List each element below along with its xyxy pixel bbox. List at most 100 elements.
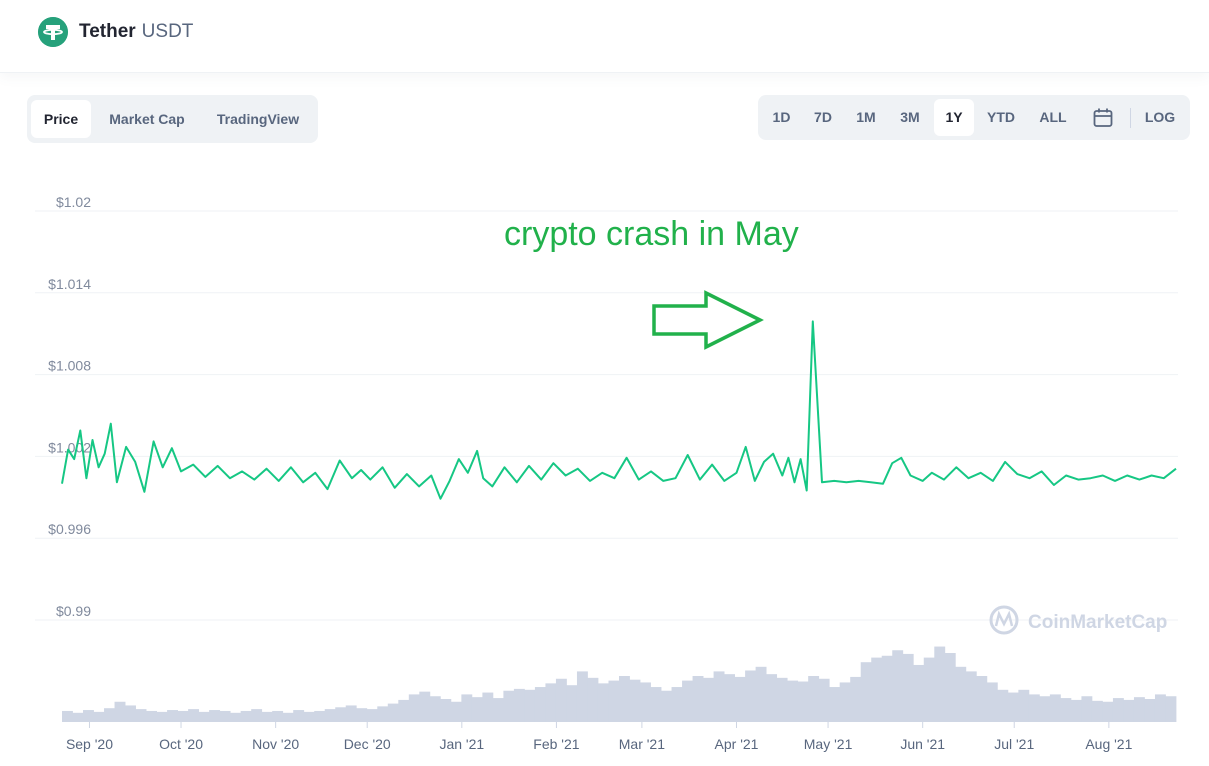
range-7d[interactable]: 7D [814, 109, 832, 125]
volume-bar [650, 687, 662, 722]
volume-bar [566, 685, 578, 722]
volume-bar [818, 678, 830, 722]
volume-bar [177, 710, 189, 722]
volume-bar [492, 698, 504, 722]
volume-bar [745, 670, 757, 722]
volume-bar [955, 666, 967, 722]
volume-bar [1081, 696, 1093, 722]
y-axis-labels: $1.02 $1.014 $1.008 $1.002 $0.996 $0.99 [48, 194, 91, 619]
volume-bar [335, 707, 347, 722]
volume-bar [524, 689, 536, 722]
price-chart: $1.02 $1.014 $1.008 $1.002 $0.996 $0.99 CoinM… [35, 194, 1178, 752]
volume-bar [104, 708, 115, 722]
volume-bar [965, 671, 977, 722]
y-tick-label: $1.002 [48, 439, 91, 455]
volume-bar [787, 680, 799, 722]
volume-bar [534, 687, 546, 722]
volume-bar [146, 710, 157, 722]
volume-bar [923, 657, 935, 722]
volume-bar [629, 679, 641, 722]
volume-bar [640, 682, 651, 722]
volume-bar [387, 703, 399, 722]
volume-bar [755, 666, 767, 722]
x-tick-label: Nov '20 [252, 736, 299, 752]
volume-bar [997, 689, 1009, 722]
volume-bar [314, 710, 326, 722]
volume-bar [471, 697, 483, 722]
x-tick-label: Jun '21 [900, 736, 945, 752]
volume-bar [1112, 698, 1124, 722]
tab-tradingview[interactable]: TradingView [216, 111, 300, 127]
log-scale-toggle[interactable]: LOG [1144, 109, 1176, 125]
coinmarketcap-logo-icon [994, 610, 1014, 627]
volume-bar [608, 680, 620, 722]
volume-bar [408, 694, 420, 722]
volume-bar [72, 712, 84, 722]
volume-bar [209, 710, 221, 722]
volume-bar [1154, 694, 1166, 722]
volume-bar [62, 710, 73, 722]
volume-bar [1123, 699, 1135, 722]
volume-bar [671, 687, 683, 722]
coin-name: Tether [79, 21, 136, 42]
volume-bar [450, 701, 462, 722]
volume-bar [503, 690, 515, 722]
volume-bar [482, 692, 494, 722]
calendar-icon[interactable] [1092, 107, 1114, 129]
volume-bar [860, 662, 872, 722]
tether-logo-icon [38, 17, 68, 47]
time-range-selector: 1D 7D 1M 3M 1Y YTD ALL LOG [758, 95, 1190, 140]
volume-bar [934, 646, 946, 722]
x-axis-labels: Sep '20 Oct '20 Nov '20 Dec '20 Jan '21 Feb '… [66, 722, 1133, 752]
volume-bar [1049, 694, 1061, 722]
x-tick-label: Oct '20 [159, 736, 203, 752]
volume-bar [167, 710, 178, 722]
volume-bar [734, 676, 746, 722]
volume-bar [944, 653, 956, 722]
volume-bar [324, 709, 336, 722]
volume-bar [871, 657, 883, 722]
volume-bar [429, 696, 441, 722]
range-ytd[interactable]: YTD [987, 109, 1015, 125]
range-1y[interactable]: 1Y [934, 99, 974, 136]
range-1m[interactable]: 1M [856, 109, 876, 125]
coin-header: Tether USDT [0, 0, 1209, 73]
volume-bar [219, 710, 231, 722]
volume-bar [724, 674, 735, 722]
tab-price[interactable]: Price [31, 100, 91, 138]
x-tick-label: Jan '21 [439, 736, 484, 752]
x-tick-label: Mar '21 [619, 736, 665, 752]
volume-bar [797, 681, 809, 722]
y-tick-label: $1.02 [56, 194, 91, 210]
volume-bar [661, 690, 672, 722]
range-3m[interactable]: 3M [900, 109, 920, 125]
chart-grid [35, 210, 1178, 621]
volume-bar [1060, 698, 1072, 722]
range-all[interactable]: ALL [1039, 109, 1067, 125]
volume-bar [198, 711, 210, 722]
volume-bar [1133, 697, 1145, 722]
range-1d[interactable]: 1D [772, 109, 791, 125]
x-tick-label: Sep '20 [66, 736, 113, 752]
volume-bar [829, 687, 841, 722]
volume-bar [345, 705, 357, 722]
volume-bar [597, 683, 609, 722]
volume-bar [377, 706, 389, 722]
volume-bar [366, 709, 378, 722]
volume-bar [682, 680, 693, 722]
volume-bar [513, 688, 525, 722]
chart-type-tabs: Price Market Cap TradingView [27, 95, 318, 143]
volume-bar [1018, 689, 1030, 722]
volume-bar [839, 682, 851, 722]
volume-bar [902, 653, 914, 722]
volume-bar [713, 671, 725, 722]
x-tick-label: Feb '21 [533, 736, 579, 752]
volume-bar [156, 711, 168, 722]
volume-bar [1070, 699, 1082, 722]
volume-bar [1039, 696, 1051, 722]
y-tick-label: $0.996 [48, 521, 91, 537]
volume-bar [282, 712, 294, 722]
tab-market-cap[interactable]: Market Cap [109, 111, 185, 127]
x-tick-label: Jul '21 [994, 736, 1034, 752]
volume-bar [576, 671, 588, 722]
